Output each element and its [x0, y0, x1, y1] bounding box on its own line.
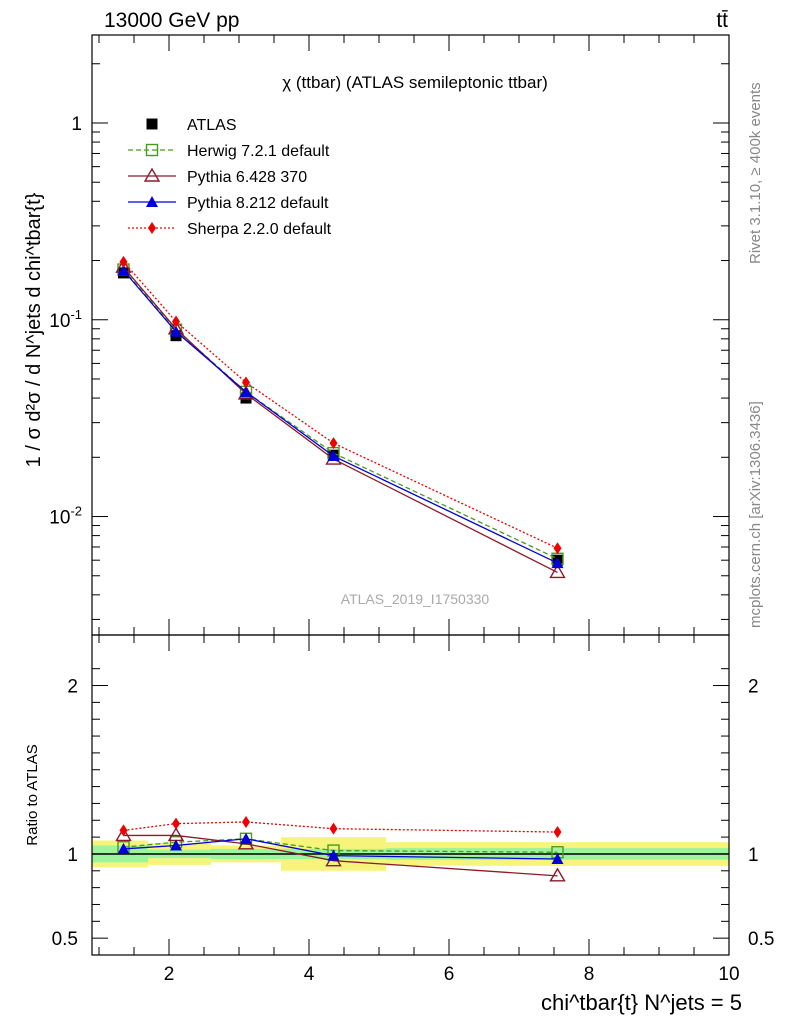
- series-atlas: [118, 267, 563, 566]
- main-panel: χ (ttbar) (ATLAS semileptonic ttbar) ATL…: [23, 34, 730, 636]
- x-tick-label: 6: [444, 964, 455, 985]
- data-point: [119, 255, 128, 268]
- y-tick-label: 10-2: [49, 504, 82, 529]
- legend-label: Pythia 8.212 default: [187, 195, 329, 212]
- rivet-label: Rivet 3.1.10, ≥ 400k events: [747, 82, 764, 264]
- energy-label: 13000 GeV pp: [104, 9, 239, 32]
- process-label: tt̄: [716, 9, 728, 32]
- data-point: [553, 542, 562, 555]
- data-point: [117, 264, 130, 276]
- ratio-y-tick-label-right: 1: [748, 845, 759, 866]
- ratio-point: [170, 839, 182, 851]
- ratio-point: [549, 867, 566, 882]
- legend-label: Herwig 7.2.1 default: [187, 143, 330, 160]
- ratio-point: [240, 832, 252, 844]
- y-axis-label: 1 / σ d²σ / d N^jets d chi^tbar{t}: [23, 192, 45, 467]
- legend-label: Sherpa 2.2.0 default: [187, 221, 332, 238]
- plot-title: χ (ttbar) (ATLAS semileptonic ttbar): [282, 73, 548, 92]
- data-point: [240, 385, 252, 397]
- mcplots-label: mcplots.cern.ch [arXiv:1306.3436]: [747, 401, 764, 628]
- series-line: [123, 270, 558, 564]
- data-point: [551, 557, 564, 569]
- legend-marker: [143, 167, 161, 182]
- series-line: [123, 261, 558, 549]
- x-tick-label: 2: [164, 964, 175, 985]
- ratio-y-tick-label: 2: [67, 677, 78, 698]
- ratio-series-sherpa-2-2-0-default: [119, 815, 562, 839]
- legend-marker: [145, 143, 159, 157]
- legend-entry: ATLAS: [146, 117, 237, 134]
- analysis-watermark: ATLAS_2019_I1750330: [341, 591, 490, 607]
- legend-entry: Pythia 8.212 default: [128, 195, 329, 212]
- x-tick-label: 10: [718, 964, 739, 985]
- ratio-frame: [91, 634, 730, 956]
- ratio-point: [172, 817, 180, 830]
- ratio-y-label: Ratio to ATLAS: [24, 744, 41, 845]
- legend-entry: Herwig 7.2.1 default: [128, 143, 330, 160]
- series-line: [123, 266, 558, 573]
- ratio-series-pythia-8-212-default: [117, 832, 564, 864]
- x-axis-label: chi^tbar{t} N^jets = 5: [541, 990, 742, 1015]
- series-herwig-7-2-1-default: [117, 263, 564, 565]
- ratio-y-tick-label-right: 2: [748, 677, 759, 698]
- legend-label: Pythia 6.428 370: [187, 169, 307, 186]
- ratio-y-tick-label-right: 0.5: [748, 929, 774, 950]
- series-line: [123, 269, 558, 560]
- legend-entry: Pythia 6.428 370: [128, 167, 307, 186]
- legend-marker: [148, 222, 156, 234]
- series-pythia-8-212-default: [117, 264, 564, 569]
- ratio-y-tick-label: 1: [67, 845, 78, 866]
- ratio-point: [329, 822, 338, 835]
- legend-marker: [146, 196, 158, 207]
- legend: ATLAS Herwig 7.2.1 default Pythia 6.428 37…: [128, 117, 332, 238]
- y-tick-label: 10-1: [49, 307, 82, 332]
- series-pythia-6-428-370: [115, 258, 566, 579]
- x-tick-label: 4: [304, 964, 315, 985]
- data-point: [170, 325, 182, 337]
- ratio-point: [115, 827, 132, 842]
- data-point: [549, 564, 566, 579]
- ratio-line: [123, 821, 558, 833]
- x-tick-label: 8: [584, 964, 595, 985]
- legend-entry: Sherpa 2.2.0 default: [128, 221, 332, 238]
- y-tick-exponent: -1: [70, 307, 82, 322]
- ratio-point: [553, 826, 562, 839]
- ratio-point: [119, 824, 128, 837]
- ratio-point: [327, 849, 340, 861]
- ratio-panel: Ratio to ATLAS 2 4 6 8 10 0.5 0.5 1 1 2 2: [24, 634, 774, 985]
- y-tick-label: 1: [71, 114, 82, 135]
- data-point: [242, 376, 250, 389]
- ratio-point: [117, 842, 130, 854]
- data-point: [172, 315, 180, 328]
- ratio-point: [242, 815, 250, 828]
- data-point: [329, 437, 338, 450]
- legend-label: ATLAS: [187, 117, 237, 134]
- data-point: [327, 450, 340, 462]
- ratio-line: [123, 834, 558, 877]
- legend-marker: [146, 118, 158, 130]
- y-tick-exponent: -2: [70, 504, 82, 519]
- ratio-y-tick-label: 0.5: [52, 929, 78, 950]
- series-sherpa-2-2-0-default: [119, 255, 562, 555]
- ratio-point: [551, 853, 564, 864]
